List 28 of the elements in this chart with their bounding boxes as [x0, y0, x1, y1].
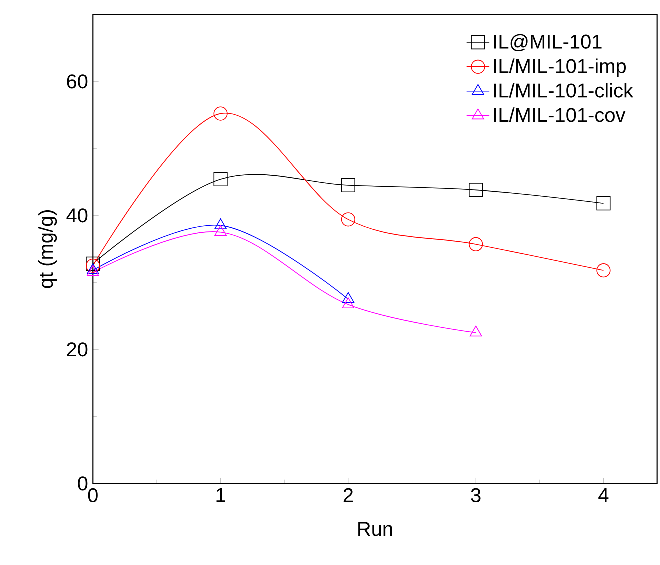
x-tick-label: 1	[216, 488, 226, 502]
point	[342, 298, 355, 309]
y-tick-label: 40	[66, 208, 88, 223]
point	[341, 212, 356, 227]
x-tick-label: 4	[598, 488, 609, 502]
point	[469, 237, 484, 252]
y-axis-title: qt (mg/g)	[38, 210, 58, 288]
point	[214, 225, 227, 236]
y-tick-label: 60	[67, 74, 88, 89]
point	[214, 218, 227, 230]
point	[596, 264, 611, 278]
legend-label: IL@MIL-101	[494, 34, 602, 52]
x-tick-label: 3	[471, 488, 481, 503]
y-tick-label: 20	[67, 342, 88, 357]
point	[469, 183, 484, 198]
point	[342, 292, 355, 304]
y-tick-label: 0	[78, 476, 88, 491]
legend-label: IL/MIL-101-cov	[494, 108, 626, 122]
x-axis-title: Run	[358, 522, 392, 536]
legend-label: IL/MIL-101-click	[494, 83, 634, 98]
x-tick-label: 2	[344, 488, 353, 502]
point	[470, 326, 482, 337]
point	[596, 196, 611, 211]
legend-label: IL/MIL-101-imp	[494, 58, 626, 78]
point	[214, 172, 228, 187]
x-tick-label: 0	[88, 488, 98, 503]
point	[214, 106, 228, 121]
point	[341, 178, 356, 193]
